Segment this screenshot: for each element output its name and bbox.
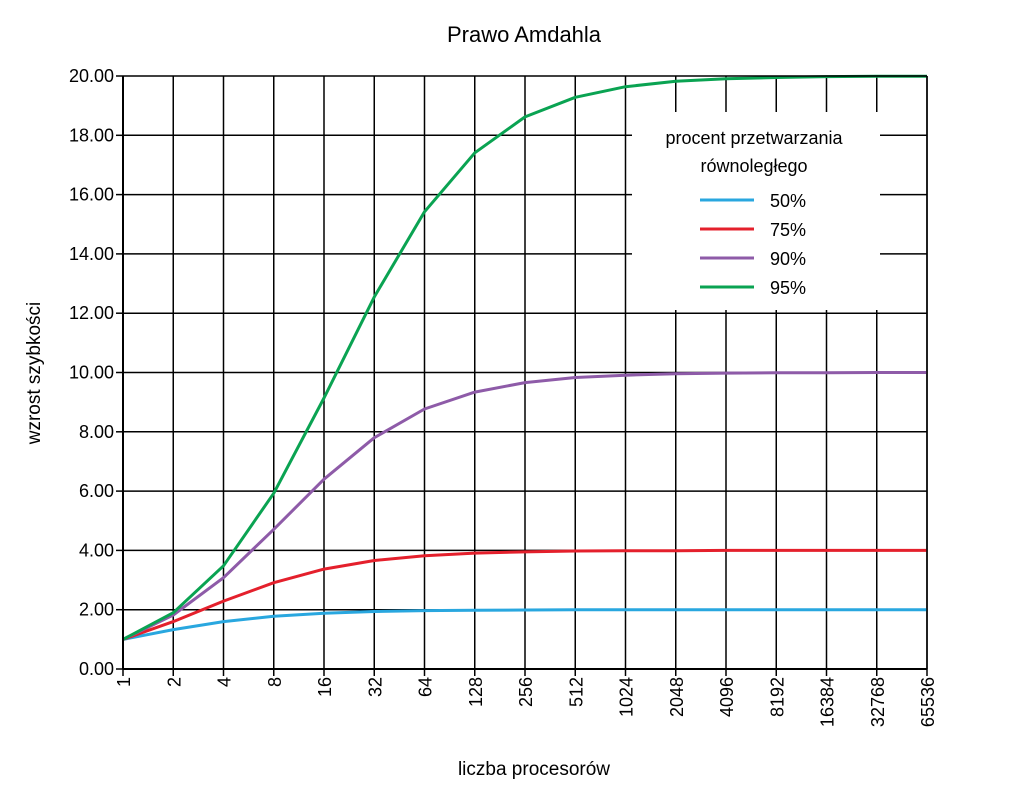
x-tick-label: 128 <box>466 677 486 707</box>
y-tick-label: 20.00 <box>69 66 114 86</box>
x-tick-label: 8192 <box>767 677 787 717</box>
x-tick-label: 4096 <box>717 677 737 717</box>
x-axis-label: liczba procesorów <box>458 759 610 780</box>
legend-label: 50% <box>770 191 806 211</box>
x-tick-label: 4 <box>215 677 235 687</box>
x-tick-labels: 1 2 4 8 16 32 64 128 256 512 1024 2048 4096 8192 16384… <box>114 677 938 727</box>
x-tick-label: 65536 <box>918 677 938 727</box>
chart-title: Prawo Amdahla <box>447 22 602 47</box>
axes <box>116 75 928 676</box>
x-tick-label: 256 <box>516 677 536 707</box>
series-lines <box>122 74 927 641</box>
x-tick-label: 8 <box>265 677 285 687</box>
x-tick-label: 1 <box>114 677 134 687</box>
y-tick-label: 4.00 <box>79 540 114 560</box>
legend-box <box>632 112 880 310</box>
x-tick-label: 1024 <box>617 677 637 717</box>
legend-label: 95% <box>770 278 806 298</box>
y-tick-label: 16.00 <box>69 185 114 205</box>
x-tick-label: 16 <box>315 677 335 697</box>
legend-label: 90% <box>770 249 806 269</box>
legend: procent przetwarzania równoległego 50% 75… <box>632 112 880 310</box>
x-tick-label: 16384 <box>818 677 838 727</box>
x-tick-label: 2048 <box>667 677 687 717</box>
x-tick-label: 32768 <box>868 677 888 727</box>
y-tick-label: 8.00 <box>79 422 114 442</box>
series-line-90-percent <box>122 371 927 641</box>
legend-items: 50% 75% 90% 95% <box>700 191 806 298</box>
legend-title-line-1: procent przetwarzania <box>665 128 843 148</box>
y-tick-label: 0.00 <box>79 659 114 679</box>
y-axis-label: wzrost szybkości <box>24 302 45 446</box>
y-tick-labels: 0.00 2.00 4.00 6.00 8.00 10.00 12.00 14.00 16.00… <box>69 66 114 679</box>
series-line-50-percent <box>122 608 927 641</box>
x-tick-label: 32 <box>365 677 385 697</box>
y-tick-label: 18.00 <box>69 125 114 145</box>
legend-label: 75% <box>770 220 806 240</box>
y-tick-label: 10.00 <box>69 363 114 383</box>
x-tick-label: 512 <box>566 677 586 707</box>
y-tick-label: 6.00 <box>79 481 114 501</box>
x-tick-label: 2 <box>164 677 184 687</box>
y-tick-label: 2.00 <box>79 600 114 620</box>
series-line-95-percent <box>122 74 927 641</box>
y-tick-label: 14.00 <box>69 244 114 264</box>
y-tick-label: 12.00 <box>69 303 114 323</box>
legend-title-line-2: równoległego <box>700 156 807 176</box>
series-line-75-percent <box>122 548 927 641</box>
x-tick-label: 64 <box>416 677 436 697</box>
